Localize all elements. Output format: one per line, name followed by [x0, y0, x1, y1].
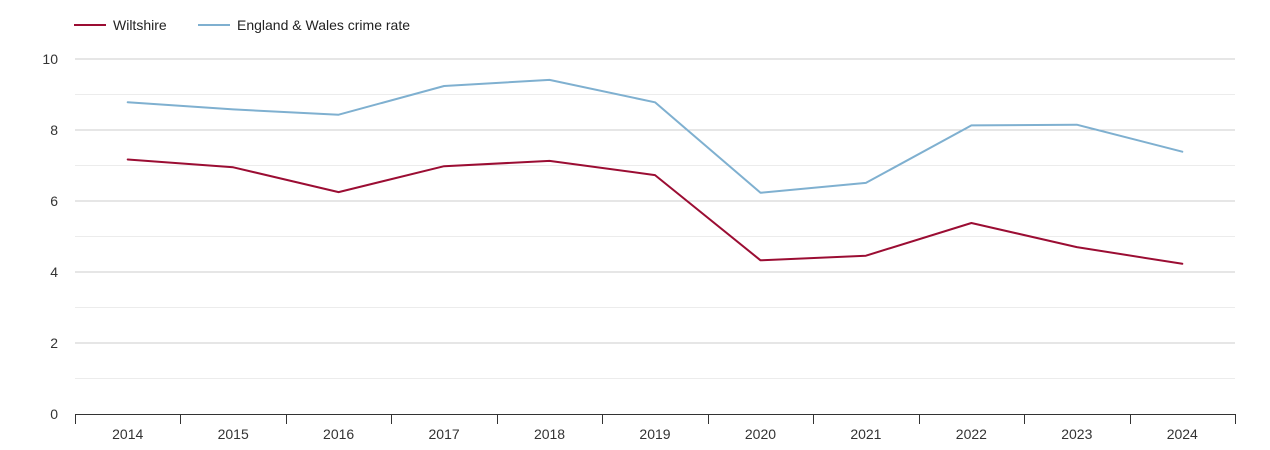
data-point-wiltshire [755, 255, 765, 265]
x-tick-label: 2023 [1061, 426, 1092, 442]
legend-label-wiltshire: Wiltshire [113, 17, 167, 33]
x-tick-label: 2017 [429, 426, 460, 442]
data-point-england-wales-crime-rate [228, 104, 238, 114]
data-point-wiltshire [123, 154, 133, 164]
y-tick-label: 8 [50, 122, 58, 138]
axes: 0 2 4 6 8 10 2014 2015 2016 2017 2018 2019 2020 2021 2… [42, 51, 1236, 442]
y-tick-label: 6 [50, 193, 58, 209]
y-tick-label: 0 [50, 406, 58, 422]
data-point-england-wales-crime-rate [861, 178, 871, 188]
series-lines [123, 75, 1187, 269]
x-tick-label: 2014 [112, 426, 143, 442]
x-tick-label: 2016 [323, 426, 354, 442]
y-tick-label: 4 [50, 264, 58, 280]
data-point-england-wales-crime-rate [334, 110, 344, 120]
data-point-england-wales-crime-rate [650, 97, 660, 107]
legend-item-wiltshire[interactable]: Wiltshire [74, 17, 167, 33]
data-point-england-wales-crime-rate [755, 188, 765, 198]
x-tick-label: 2019 [639, 426, 670, 442]
gridlines [75, 58, 1235, 379]
data-point-wiltshire [650, 170, 660, 180]
data-point-england-wales-crime-rate [966, 120, 976, 130]
data-point-wiltshire [1072, 242, 1082, 252]
x-tick-label: 2018 [534, 426, 565, 442]
x-tick-label: 2024 [1167, 426, 1198, 442]
data-point-england-wales-crime-rate [545, 75, 555, 85]
data-point-wiltshire [228, 162, 238, 172]
series-line-england-wales-crime-rate [126, 78, 1184, 194]
x-tick-label: 2021 [850, 426, 881, 442]
x-tick-label: 2020 [745, 426, 776, 442]
data-point-england-wales-crime-rate [439, 81, 449, 91]
data-point-wiltshire [439, 161, 449, 171]
data-point-england-wales-crime-rate [1177, 147, 1187, 157]
legend-item-england-wales[interactable]: England & Wales crime rate [198, 17, 410, 33]
series-line-wiltshire [126, 158, 1184, 265]
y-tick-label: 10 [42, 51, 58, 67]
legend-label-england-wales: England & Wales crime rate [237, 17, 410, 33]
data-point-wiltshire [545, 156, 555, 166]
y-tick-label: 2 [50, 335, 58, 351]
data-point-wiltshire [861, 251, 871, 261]
data-point-wiltshire [334, 187, 344, 197]
data-point-england-wales-crime-rate [1072, 120, 1082, 130]
legend[interactable]: Wiltshire England & Wales crime rate [74, 17, 410, 33]
data-point-wiltshire [1177, 259, 1187, 269]
data-point-england-wales-crime-rate [123, 97, 133, 107]
x-tick-label: 2022 [956, 426, 987, 442]
data-point-wiltshire [966, 218, 976, 228]
x-tick-label: 2015 [218, 426, 249, 442]
